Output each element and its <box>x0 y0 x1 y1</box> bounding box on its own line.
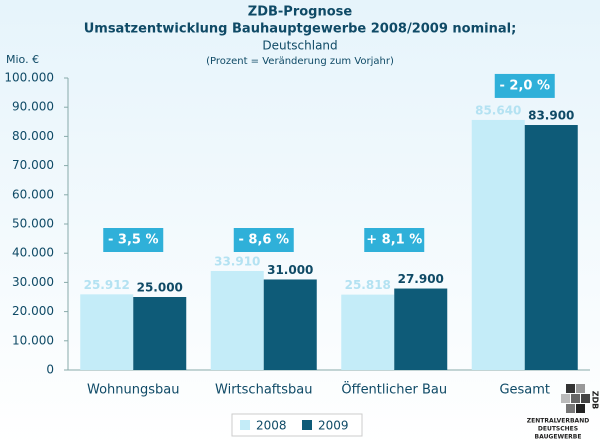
value-label: 25.912 <box>84 278 130 292</box>
bar <box>133 297 187 370</box>
logo-text: ZENTRALVERBAND <box>527 418 589 425</box>
y-tick-label: 0 <box>46 363 54 377</box>
value-label: 85.640 <box>475 103 521 117</box>
logo-cube <box>581 394 590 403</box>
logo-text: BAUGEWERBE <box>535 434 582 441</box>
change-box <box>103 228 164 252</box>
y-tick-label: 10.000 <box>12 333 54 347</box>
logo-cube <box>576 404 585 413</box>
chart-note: (Prozent = Veränderung zum Vorjahr) <box>206 56 394 67</box>
value-label: 83.900 <box>528 109 574 123</box>
chart-region: Deutschland <box>262 39 337 53</box>
bar <box>394 288 448 370</box>
value-label: 31.000 <box>267 263 313 277</box>
x-tick-label: Wirtschaftsbau <box>215 383 312 398</box>
y-tick-label: 20.000 <box>12 304 54 318</box>
chart-subtitle: Umsatzentwicklung Bauhauptgewerbe 2008/2… <box>84 22 517 37</box>
change-label: - 2,0 % <box>499 78 550 93</box>
legend-box <box>231 413 363 437</box>
legend-label: 2008 <box>256 419 287 433</box>
change-label: - 3,5 % <box>108 233 159 248</box>
bar <box>263 279 317 370</box>
change-label: + 8,1 % <box>366 233 422 248</box>
y-tick-label: 80.000 <box>12 129 54 143</box>
bar <box>341 294 395 370</box>
legend-swatch <box>240 420 250 430</box>
y-tick-label: 60.000 <box>12 187 54 201</box>
y-axis-label: Mio. € <box>6 53 39 66</box>
logo-cube <box>561 394 570 403</box>
change-box <box>494 73 555 98</box>
value-label: 25.000 <box>137 281 183 295</box>
value-label: 27.900 <box>398 272 444 286</box>
logo-mark: ZDB <box>591 391 600 410</box>
logo-cube <box>576 384 585 393</box>
bar <box>471 119 525 370</box>
y-tick-label: 90.000 <box>12 100 54 114</box>
logo-cube <box>566 404 575 413</box>
logo-cube <box>566 384 575 393</box>
y-tick-label: 40.000 <box>12 246 54 260</box>
y-tick-label: 50.000 <box>12 217 54 231</box>
logo: ZDB ZENTRALVERBAND DEUTSCHES BAUGEWERBE <box>527 384 600 441</box>
y-tick-label: 100.000 <box>4 71 54 85</box>
y-tick-label: 30.000 <box>12 275 54 289</box>
value-label: 33.910 <box>214 254 260 268</box>
bar <box>210 270 264 370</box>
change-box <box>233 228 294 252</box>
x-tick-label: Wohnungsbau <box>87 383 180 398</box>
legend-swatch <box>302 420 312 430</box>
value-label: 25.818 <box>345 278 391 292</box>
chart-title: ZDB-Prognose <box>248 5 353 20</box>
logo-text: DEUTSCHES <box>538 426 578 433</box>
bar <box>80 294 134 370</box>
bar <box>524 125 578 371</box>
change-label: - 8,6 % <box>238 233 289 248</box>
x-tick-label: Öffentlicher Bau <box>341 381 447 398</box>
x-tick-label: Gesamt <box>499 383 550 398</box>
logo-cube <box>571 394 580 403</box>
legend-label: 2009 <box>318 419 349 433</box>
y-tick-label: 70.000 <box>12 158 54 172</box>
change-box <box>364 228 425 252</box>
